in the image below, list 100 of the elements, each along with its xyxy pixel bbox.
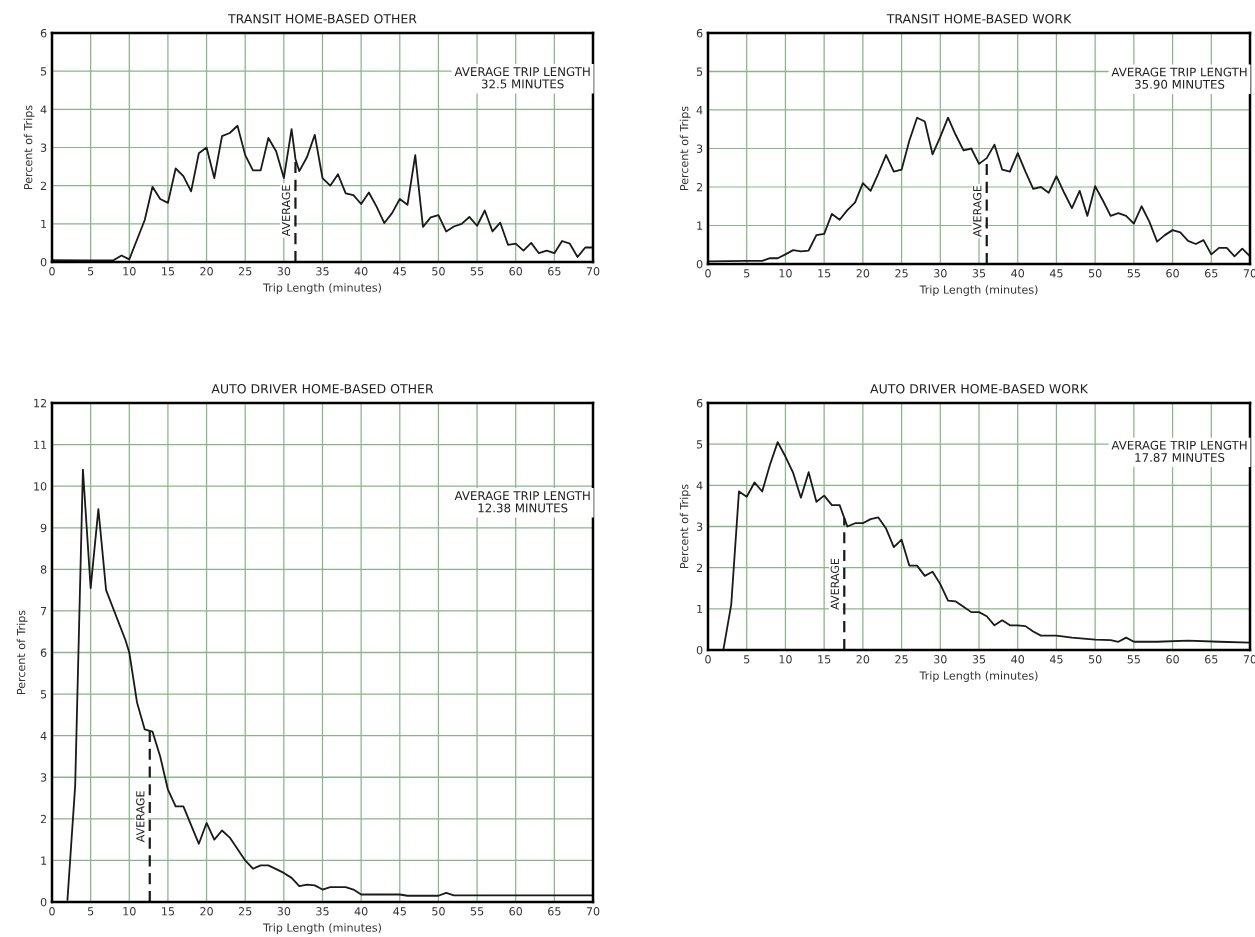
x-tick-label: 35 (316, 267, 329, 276)
x-tick-label: 30 (277, 267, 291, 276)
x-tick-label: 15 (818, 655, 831, 664)
y-tick-label: 1 (41, 219, 47, 229)
y-tick-label: 6 (40, 28, 47, 38)
x-tick-label: 20 (856, 655, 870, 664)
y-tick-label: 5 (696, 440, 703, 449)
x-tick-label: 10 (779, 655, 792, 664)
x-tick-label: 20 (200, 267, 213, 276)
x-tick-label: 20 (856, 269, 870, 278)
ref-line-label: AVERAGE (281, 185, 291, 237)
x-tick-label: 0 (705, 269, 711, 278)
y-tick-label: 8 (40, 565, 47, 574)
x-tick-label: 60 (509, 267, 523, 276)
x-tick-label: 0 (705, 655, 711, 664)
y-tick-label: 4 (696, 106, 703, 115)
y-tick-label: 6 (696, 398, 703, 408)
y-tick-label: 0 (696, 259, 703, 269)
x-tick-label: 40 (354, 267, 368, 276)
x-tick-label: 45 (393, 907, 406, 916)
y-tick-label: 3 (696, 522, 703, 531)
x-tick-label: 55 (1127, 269, 1140, 278)
y-tick-label: 3 (696, 144, 703, 153)
x-tick-label: 30 (934, 269, 947, 278)
y-tick-label: 5 (40, 690, 47, 699)
x-tick-label: 70 (586, 267, 600, 276)
y-tick-label: 0 (696, 645, 703, 655)
y-tick-label: 12 (34, 398, 47, 408)
y-axis-title: Percent of Trips (679, 106, 691, 191)
y-tick-label: 1 (697, 604, 703, 614)
x-axis-title: Trip Length (minutes) (919, 671, 1038, 682)
y-tick-label: 2 (696, 563, 703, 572)
y-tick-label: 1 (697, 221, 703, 230)
y-tick-label: 11 (34, 440, 47, 449)
x-tick-label: 10 (123, 267, 136, 276)
y-tick-label: 2 (40, 181, 47, 190)
y-tick-label: 5 (696, 67, 703, 76)
x-tick-label: 50 (1088, 269, 1102, 278)
x-tick-label: 5 (744, 269, 750, 278)
y-tick-label: 5 (40, 67, 47, 76)
x-tick-label: 55 (1127, 655, 1140, 664)
x-axis-title: Trip Length (minutes) (919, 285, 1038, 296)
x-tick-label: 30 (277, 907, 291, 916)
chart-title: TRANSIT HOME-BASED OTHER (227, 14, 417, 24)
x-tick-label: 5 (87, 267, 94, 276)
ref-line-label: AVERAGE (973, 185, 982, 237)
x-tick-label: 5 (744, 655, 750, 664)
y-tick-label: 6 (40, 648, 47, 657)
x-tick-label: 60 (1166, 269, 1179, 278)
x-tick-label: 60 (509, 907, 523, 916)
x-tick-label: 25 (238, 907, 252, 916)
x-tick-label: 20 (200, 907, 213, 916)
chart-title: AUTO DRIVER HOME-BASED WORK (870, 384, 1089, 394)
x-tick-label: 45 (1049, 269, 1063, 278)
x-tick-label: 25 (238, 267, 252, 276)
x-tick-label: 40 (1011, 269, 1025, 278)
ref-line-label: AVERAGE (830, 558, 840, 610)
line-series (722, 441, 1250, 650)
annotation: AVERAGE TRIP LENGTH 17.87 MINUTES (1111, 440, 1247, 462)
x-tick-label: 45 (393, 267, 406, 276)
x-tick-label: 35 (972, 269, 986, 278)
x-tick-label: 15 (818, 269, 831, 278)
y-tick-label: 4 (40, 105, 47, 114)
x-tick-label: 15 (162, 267, 175, 276)
y-axis-title: Percent of Trips (23, 105, 35, 190)
x-tick-label: 0 (49, 267, 55, 276)
x-axis-title: Trip Length (minutes) (263, 283, 381, 294)
x-tick-label: 35 (316, 907, 329, 916)
x-tick-label: 45 (1049, 655, 1063, 664)
x-tick-label: 0 (49, 907, 55, 916)
y-tick-label: 4 (696, 481, 703, 490)
y-tick-label: 9 (40, 523, 47, 533)
x-tick-label: 25 (895, 655, 908, 664)
x-tick-label: 55 (470, 907, 484, 916)
x-tick-label: 65 (1204, 269, 1218, 278)
x-tick-label: 55 (470, 267, 484, 276)
y-tick-label: 1 (41, 856, 47, 865)
annotation: AVERAGE TRIP LENGTH 32.5 MINUTES (454, 67, 590, 89)
x-tick-label: 15 (162, 907, 175, 916)
x-tick-label: 65 (548, 267, 561, 276)
y-tick-label: 10 (34, 482, 47, 491)
annotation: AVERAGE TRIP LENGTH 12.38 MINUTES (454, 491, 590, 513)
x-tick-label: 10 (123, 907, 136, 916)
x-tick-label: 50 (432, 907, 445, 916)
x-tick-label: 70 (586, 907, 600, 916)
x-tick-label: 30 (934, 655, 947, 664)
x-tick-label: 65 (1204, 655, 1218, 664)
y-tick-label: 7 (40, 607, 47, 616)
x-tick-label: 65 (548, 907, 561, 916)
x-tick-label: 60 (1166, 655, 1179, 664)
y-tick-label: 3 (40, 773, 47, 782)
x-tick-label: 5 (87, 907, 94, 916)
x-tick-label: 35 (972, 655, 986, 664)
y-tick-label: 4 (40, 731, 47, 740)
x-axis-title: Trip Length (minutes) (263, 923, 381, 934)
y-tick-label: 0 (40, 257, 47, 267)
line-series (66, 468, 593, 901)
ref-line-label: AVERAGE (136, 791, 145, 843)
x-tick-label: 40 (354, 907, 368, 916)
y-tick-label: 0 (40, 897, 47, 907)
